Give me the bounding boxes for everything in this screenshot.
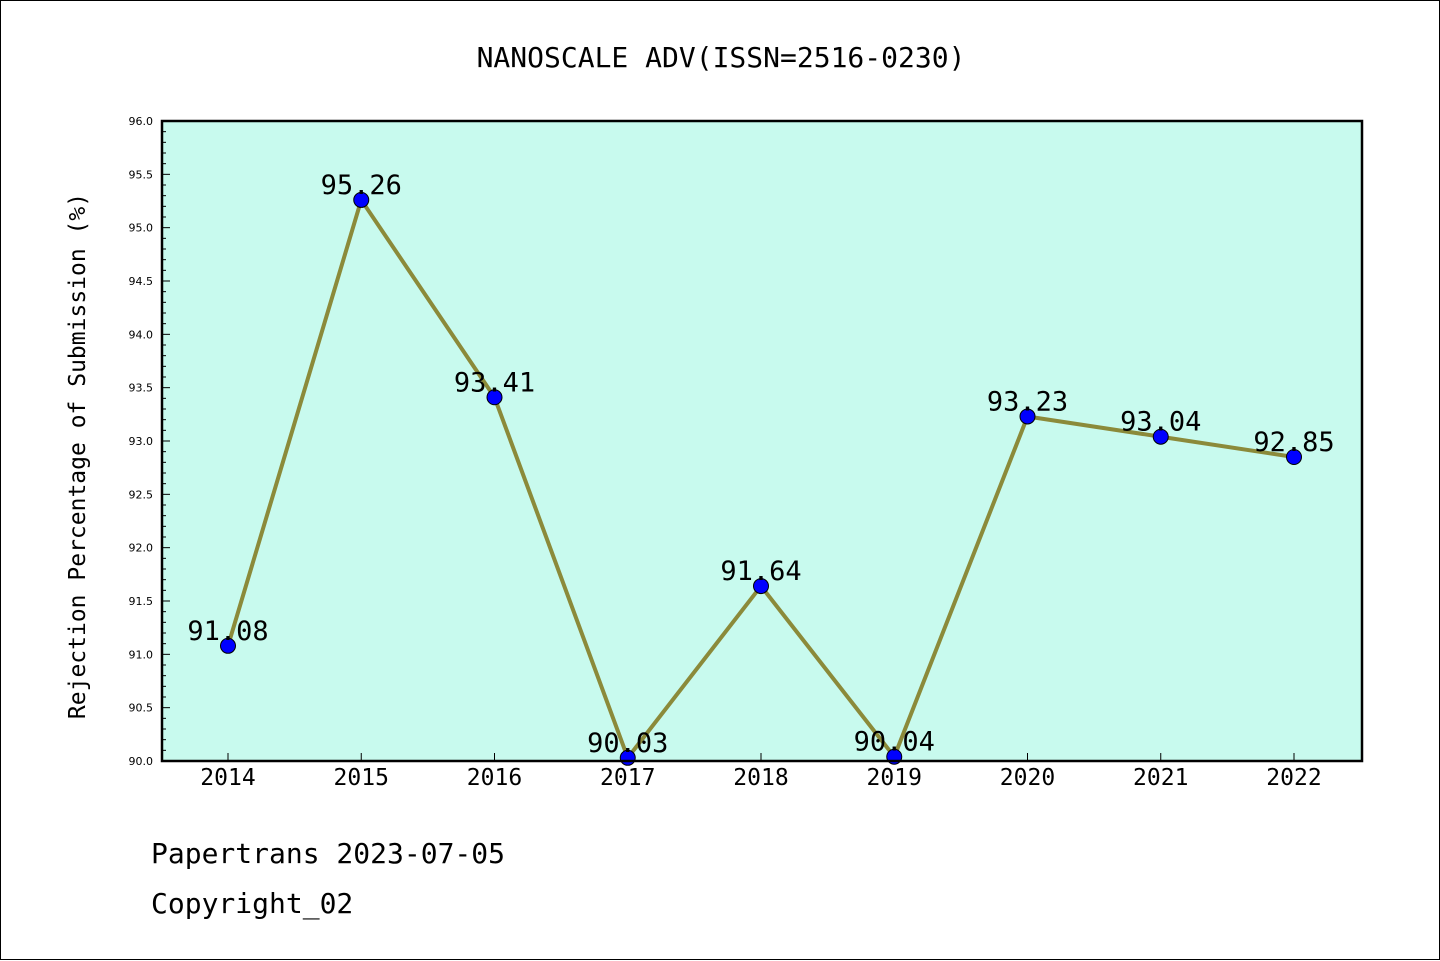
y-tick-label: 91.0 bbox=[129, 648, 154, 661]
y-tick-label: 92.0 bbox=[129, 542, 154, 555]
footer-date-line: Papertrans 2023-07-05 bbox=[151, 837, 506, 870]
x-axis-tick-labels: 2014 2015 2016 2017 2018 2019 2020 2021 2022 bbox=[200, 765, 1321, 791]
data-point-label: 90.03 bbox=[587, 728, 668, 759]
x-tick-label: 2021 bbox=[1133, 765, 1188, 791]
data-point-marker bbox=[753, 578, 769, 595]
data-point-marker bbox=[353, 191, 370, 208]
x-tick-label: 2022 bbox=[1266, 765, 1321, 791]
y-axis-tick-labels: 90.0 90.5 91.0 91.5 92.0 92.5 93.0 93.5 94.0 94.5… bbox=[129, 115, 154, 768]
data-point-label: 93.41 bbox=[454, 367, 535, 398]
x-tick-label: 2020 bbox=[1000, 765, 1055, 791]
x-tick-label: 2018 bbox=[733, 765, 788, 791]
data-labels: 91.08 95.26 93.41 90.03 91.64 90.04 93.23 93.04… bbox=[187, 170, 1334, 759]
x-tick-label: 2014 bbox=[200, 765, 255, 791]
y-tick-label: 93.0 bbox=[129, 435, 154, 448]
y-tick-label: 92.5 bbox=[129, 488, 154, 501]
data-point-marker bbox=[220, 637, 236, 654]
y-tick-label: 95.5 bbox=[129, 168, 154, 181]
data-point-label: 95.26 bbox=[321, 170, 402, 201]
x-tick-label: 2017 bbox=[600, 765, 655, 791]
data-point-marker bbox=[1286, 449, 1302, 465]
x-tick-label: 2015 bbox=[334, 765, 389, 791]
y-tick-label: 94.5 bbox=[129, 275, 154, 288]
y-axis-label: Rejection Percentage of Submission (%) bbox=[65, 193, 91, 719]
y-tick-label: 94.0 bbox=[129, 328, 154, 341]
data-point-label: 90.04 bbox=[854, 727, 935, 758]
x-tick-label: 2016 bbox=[467, 765, 522, 791]
data-point-marker bbox=[1019, 408, 1036, 425]
data-point-label: 91.08 bbox=[187, 616, 268, 647]
data-point-label: 93.23 bbox=[987, 386, 1068, 417]
y-tick-label: 93.5 bbox=[129, 382, 154, 395]
data-point-label: 93.04 bbox=[1120, 407, 1201, 438]
x-axis-ticks bbox=[227, 753, 1295, 761]
x-tick-label: 2019 bbox=[867, 765, 922, 791]
data-point-label: 91.64 bbox=[720, 556, 801, 587]
data-point-marker bbox=[486, 389, 503, 406]
data-point-marker bbox=[1152, 428, 1169, 445]
y-tick-label: 91.5 bbox=[129, 595, 154, 608]
chart-title: NANOSCALE ADV(ISSN=2516-0230) bbox=[477, 41, 966, 74]
footer-copyright-line: Copyright_02 bbox=[151, 887, 354, 920]
y-tick-label: 90.0 bbox=[129, 755, 154, 768]
plot-border bbox=[160, 119, 1364, 763]
y-tick-label: 96.0 bbox=[129, 115, 154, 128]
y-tick-label: 90.5 bbox=[129, 702, 154, 715]
data-point-label: 92.85 bbox=[1253, 427, 1334, 458]
y-tick-label: 95.0 bbox=[129, 222, 154, 235]
